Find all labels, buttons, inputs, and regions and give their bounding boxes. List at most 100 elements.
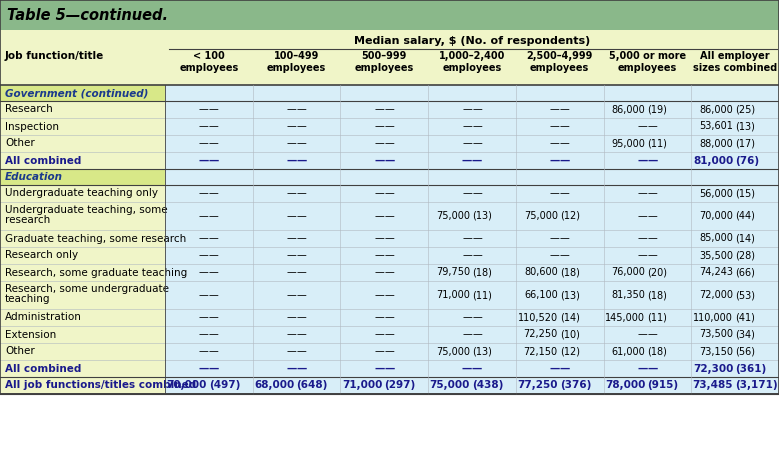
Text: —: — (297, 156, 307, 165)
Text: 81,000: 81,000 (693, 156, 733, 165)
Text: All job functions/titles combined: All job functions/titles combined (5, 381, 196, 391)
Text: (13): (13) (472, 346, 492, 357)
Text: (648): (648) (297, 381, 328, 391)
Text: —: — (199, 188, 209, 198)
Bar (0, 202, 165, 230)
Bar (0, 135, 165, 152)
Text: —: — (297, 188, 306, 198)
Text: (13): (13) (735, 122, 755, 132)
Text: (297): (297) (384, 381, 415, 391)
Text: 88,000: 88,000 (700, 139, 733, 149)
Text: —: — (287, 329, 297, 339)
Text: —: — (472, 313, 482, 322)
Bar (0, 343, 165, 360)
Text: (3,171): (3,171) (735, 381, 777, 391)
Text: —: — (647, 122, 657, 132)
Text: —: — (384, 188, 394, 198)
Text: Research: Research (5, 104, 53, 115)
Text: Research, some graduate teaching: Research, some graduate teaching (5, 267, 187, 277)
Bar (0, 326, 165, 343)
Text: (12): (12) (560, 346, 580, 357)
Text: —: — (209, 251, 219, 260)
Text: —: — (384, 251, 394, 260)
Text: 78,000: 78,000 (605, 381, 646, 391)
Text: (10): (10) (560, 329, 580, 339)
Bar (165, 343, 779, 360)
Text: —: — (550, 188, 559, 198)
Text: —: — (209, 139, 219, 149)
Text: —: — (297, 290, 306, 300)
Text: (56): (56) (735, 346, 755, 357)
Text: —: — (472, 188, 482, 198)
Text: —: — (647, 188, 657, 198)
Bar (0, 309, 165, 326)
Text: —: — (287, 104, 297, 115)
Text: 35,500: 35,500 (699, 251, 733, 260)
Bar (165, 360, 779, 377)
Text: —: — (647, 251, 657, 260)
Text: 70,000: 70,000 (167, 381, 207, 391)
Text: (19): (19) (647, 104, 668, 115)
Text: (15): (15) (735, 188, 755, 198)
Text: 5,000 or more
employees: 5,000 or more employees (609, 51, 686, 72)
Text: 95,000: 95,000 (612, 139, 646, 149)
Text: (44): (44) (735, 211, 755, 221)
Text: 72,150: 72,150 (523, 346, 558, 357)
Bar (0, 30, 779, 85)
Text: —: — (287, 363, 297, 374)
Text: —: — (209, 122, 219, 132)
Text: Other: Other (5, 346, 35, 357)
Bar (0, 281, 165, 309)
Text: (18): (18) (472, 267, 492, 277)
Bar (0, 0, 779, 394)
Text: —: — (384, 290, 394, 300)
Text: —: — (199, 251, 209, 260)
Bar (165, 309, 779, 326)
Bar (0, 185, 165, 202)
Text: 71,000: 71,000 (342, 381, 382, 391)
Text: 1,000–2,400
employees: 1,000–2,400 employees (439, 51, 506, 72)
Text: —: — (462, 329, 472, 339)
Text: (20): (20) (647, 267, 668, 277)
Text: —: — (287, 346, 297, 357)
Text: —: — (472, 329, 482, 339)
Bar (0, 247, 165, 264)
Text: —: — (287, 122, 297, 132)
Text: Administration: Administration (5, 313, 82, 322)
Text: —: — (375, 234, 384, 243)
Text: —: — (375, 346, 384, 357)
Text: —: — (637, 156, 647, 165)
Text: —: — (647, 156, 657, 165)
Text: (66): (66) (735, 267, 755, 277)
Text: Other: Other (5, 139, 35, 149)
Text: 86,000: 86,000 (612, 104, 646, 115)
Text: 73,500: 73,500 (699, 329, 733, 339)
Text: (438): (438) (472, 381, 503, 391)
Bar (165, 118, 779, 135)
Text: —: — (375, 139, 384, 149)
Text: —: — (637, 211, 647, 221)
Text: —: — (199, 234, 209, 243)
Text: (14): (14) (560, 313, 580, 322)
Bar (0, 101, 165, 118)
Text: 66,100: 66,100 (524, 290, 558, 300)
Text: (361): (361) (735, 363, 767, 374)
Text: —: — (550, 122, 559, 132)
Text: —: — (384, 139, 394, 149)
Text: —: — (297, 139, 306, 149)
Text: —: — (375, 267, 384, 277)
Text: —: — (199, 363, 209, 374)
Text: —: — (209, 329, 219, 339)
Text: —: — (462, 313, 472, 322)
Text: 100–499
employees: 100–499 employees (267, 51, 326, 72)
Bar (165, 85, 779, 101)
Text: 110,520: 110,520 (517, 313, 558, 322)
Text: —: — (384, 104, 394, 115)
Text: —: — (209, 363, 219, 374)
Text: —: — (209, 188, 219, 198)
Text: —: — (384, 313, 394, 322)
Text: (18): (18) (647, 290, 668, 300)
Text: —: — (199, 267, 209, 277)
Text: —: — (287, 234, 297, 243)
Text: 70,000: 70,000 (700, 211, 733, 221)
